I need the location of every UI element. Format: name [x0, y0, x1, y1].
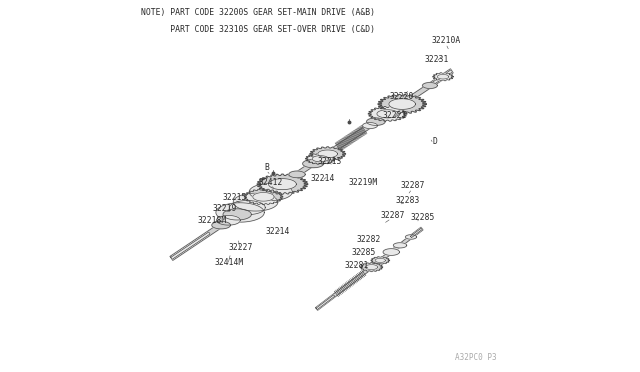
Polygon shape [377, 110, 398, 118]
Polygon shape [216, 215, 240, 225]
Polygon shape [368, 106, 407, 121]
Polygon shape [367, 118, 385, 125]
Text: NOTE) PART CODE 32200S GEAR SET-MAIN DRIVE (A&B): NOTE) PART CODE 32200S GEAR SET-MAIN DRI… [141, 8, 374, 17]
Text: 32220: 32220 [390, 92, 414, 101]
Text: 32287: 32287 [401, 182, 425, 190]
Polygon shape [316, 227, 423, 310]
Polygon shape [383, 249, 399, 255]
Text: 32210A: 32210A [432, 36, 461, 45]
Text: 32219M: 32219M [348, 178, 378, 187]
Polygon shape [171, 232, 210, 259]
Text: D: D [432, 137, 437, 146]
Text: 32221: 32221 [382, 111, 406, 120]
Text: 32283: 32283 [396, 196, 420, 205]
Polygon shape [394, 243, 406, 248]
Polygon shape [437, 74, 449, 79]
Polygon shape [428, 70, 452, 87]
Text: 32214: 32214 [265, 227, 289, 236]
Polygon shape [422, 83, 437, 89]
Text: A32PC0 P3: A32PC0 P3 [455, 353, 497, 362]
Polygon shape [212, 221, 230, 229]
Polygon shape [257, 174, 308, 194]
Text: 32215: 32215 [223, 193, 248, 202]
Polygon shape [316, 295, 335, 310]
Text: 32285: 32285 [351, 248, 376, 257]
Text: 32281: 32281 [344, 262, 369, 270]
Polygon shape [433, 73, 454, 81]
Text: 32214: 32214 [311, 174, 335, 183]
Polygon shape [223, 209, 252, 220]
Polygon shape [318, 150, 337, 158]
Text: 32218M: 32218M [198, 216, 227, 225]
Polygon shape [405, 235, 417, 239]
Polygon shape [249, 183, 292, 201]
Text: 32282: 32282 [357, 235, 381, 244]
Polygon shape [216, 203, 264, 222]
Polygon shape [378, 94, 426, 114]
Text: 32412: 32412 [259, 178, 283, 187]
Polygon shape [305, 153, 335, 164]
Text: B: B [265, 163, 269, 172]
Polygon shape [360, 263, 383, 272]
Polygon shape [269, 179, 296, 190]
Polygon shape [289, 171, 305, 178]
Text: 32219: 32219 [212, 204, 237, 213]
Polygon shape [389, 99, 415, 109]
Text: 32285: 32285 [410, 213, 435, 222]
Text: 32231: 32231 [425, 55, 449, 64]
Polygon shape [230, 201, 265, 215]
Polygon shape [371, 257, 390, 264]
Polygon shape [253, 193, 274, 201]
Polygon shape [365, 264, 378, 270]
Polygon shape [303, 160, 323, 168]
Text: 32213: 32213 [317, 157, 342, 166]
Polygon shape [312, 156, 328, 162]
Polygon shape [310, 147, 346, 161]
Polygon shape [170, 69, 453, 260]
Text: 32287: 32287 [380, 211, 404, 220]
Text: 32227: 32227 [229, 243, 253, 252]
Text: PART CODE 32310S GEAR SET-OVER DRIVE (C&D): PART CODE 32310S GEAR SET-OVER DRIVE (C&… [141, 25, 374, 34]
Text: 32414M: 32414M [214, 258, 243, 267]
Polygon shape [375, 259, 385, 262]
Polygon shape [410, 228, 422, 238]
Polygon shape [363, 123, 378, 128]
Polygon shape [244, 189, 283, 205]
Polygon shape [233, 193, 278, 211]
